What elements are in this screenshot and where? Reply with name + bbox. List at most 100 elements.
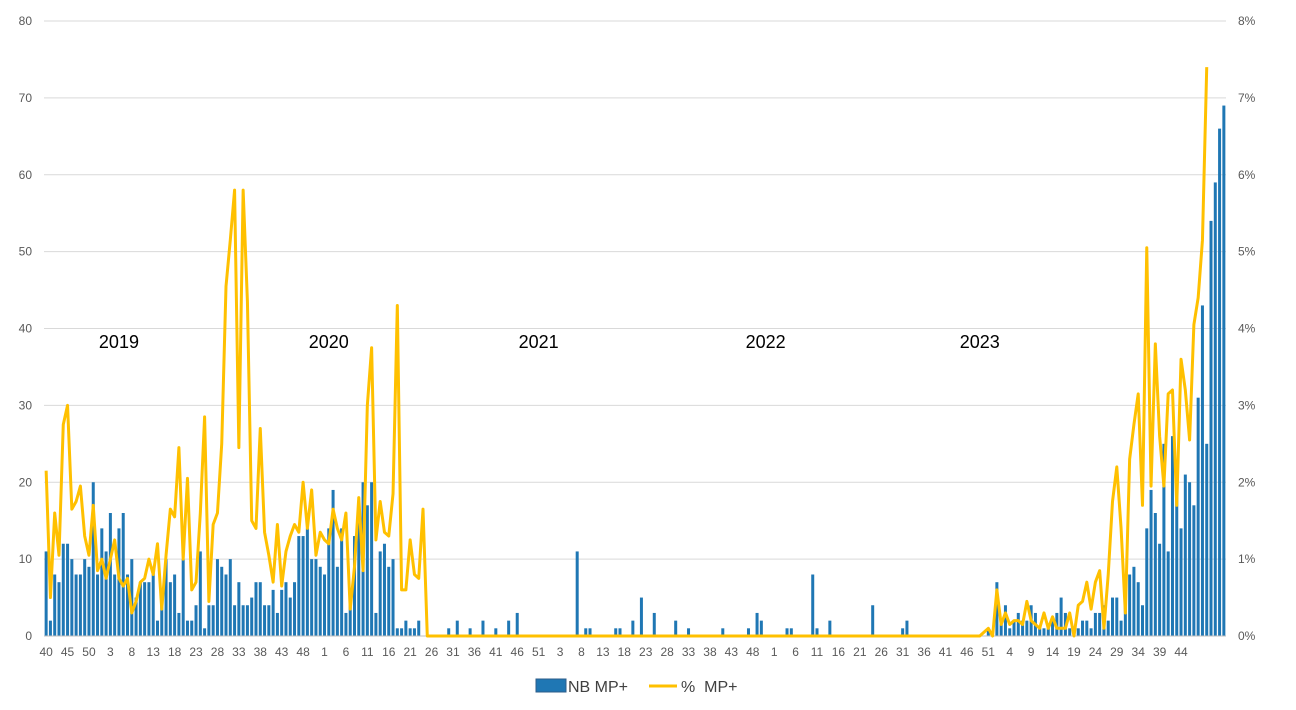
x-tick-label: 24 [1089, 645, 1103, 659]
bar [348, 597, 352, 636]
bar [1158, 543, 1162, 636]
y-axis-left: 0 10 20 30 40 50 60 70 80 [19, 14, 33, 643]
bar [391, 559, 395, 637]
y2-tick-label: 0% [1238, 629, 1256, 643]
year-labels: 2019 2020 2021 2022 2023 [99, 332, 1000, 352]
bar [785, 628, 789, 636]
percent-line [44, 67, 1209, 638]
bar [986, 628, 990, 636]
x-tick-label: 36 [468, 645, 482, 659]
x-tick-label: 29 [1110, 645, 1124, 659]
y2-tick-label: 8% [1238, 14, 1256, 28]
y2-tick-label: 5% [1238, 245, 1256, 259]
bar [1192, 505, 1196, 636]
x-tick-label: 13 [147, 645, 161, 659]
legend: NB MP+ % MP+ [535, 678, 737, 696]
legend-label-line: % MP+ [681, 679, 737, 696]
x-tick-label: 19 [1067, 645, 1081, 659]
x-tick-label: 46 [960, 645, 974, 659]
bar [1093, 612, 1097, 636]
x-tick-label: 11 [811, 645, 824, 659]
x-tick-label: 28 [660, 645, 674, 659]
bar [447, 628, 451, 636]
bar [412, 628, 416, 636]
bar [237, 582, 241, 636]
bar [117, 528, 121, 637]
bar [1128, 574, 1132, 636]
x-tick-label: 6 [792, 645, 799, 659]
year-label: 2020 [309, 332, 349, 352]
x-tick-label: 40 [39, 645, 53, 659]
bar [1162, 443, 1166, 636]
x-tick-label: 51 [982, 645, 996, 659]
y2-tick-label: 1% [1238, 552, 1256, 566]
bar [905, 620, 909, 637]
bar [138, 582, 142, 636]
bar [387, 566, 391, 636]
bar [408, 628, 412, 636]
bar [417, 620, 421, 637]
bar [1222, 105, 1226, 636]
bar [185, 620, 189, 637]
gridlines [44, 20, 1226, 560]
bar [96, 574, 100, 636]
bar [515, 612, 519, 636]
bar [275, 612, 279, 636]
x-tick-label: 18 [618, 645, 632, 659]
bar [66, 543, 70, 636]
bar [305, 528, 309, 637]
x-tick-label: 38 [703, 645, 717, 659]
bar [44, 551, 48, 636]
bar [1106, 620, 1110, 637]
x-tick-label: 3 [107, 645, 114, 659]
x-tick-label: 18 [168, 645, 182, 659]
bar [1115, 597, 1119, 636]
y2-tick-label: 6% [1238, 168, 1256, 182]
bar-series [44, 105, 1226, 637]
bar [254, 582, 258, 636]
bar [78, 574, 82, 636]
bar [344, 612, 348, 636]
bar [340, 528, 344, 637]
x-tick-label: 48 [296, 645, 310, 659]
bar [721, 628, 725, 636]
bar [271, 589, 275, 637]
bar [1046, 628, 1050, 636]
bar [618, 628, 622, 636]
bar [588, 628, 592, 636]
x-tick-label: 43 [725, 645, 739, 659]
bar [1175, 474, 1179, 636]
bar [323, 574, 327, 636]
x-tick-label: 46 [511, 645, 525, 659]
x-tick-label: 13 [596, 645, 610, 659]
bar [267, 605, 271, 636]
x-tick-label: 21 [853, 645, 867, 659]
bar [228, 559, 232, 637]
bar [1188, 482, 1192, 636]
bar [177, 612, 181, 636]
bar [301, 536, 305, 636]
y2-tick-label: 2% [1238, 475, 1256, 489]
bar [1076, 628, 1080, 636]
bar [258, 582, 262, 636]
x-tick-label: 23 [189, 645, 203, 659]
bar [293, 582, 297, 636]
x-tick-label: 23 [639, 645, 653, 659]
bar [1149, 489, 1153, 636]
legend-label-bars: NB MP+ [568, 679, 628, 696]
bar [181, 559, 185, 637]
bar [1205, 443, 1209, 636]
bar [1200, 305, 1204, 636]
bar [284, 582, 288, 636]
legend-swatch-bars [535, 678, 567, 693]
x-tick-label: 38 [254, 645, 268, 659]
bar [455, 620, 459, 637]
x-tick-label: 4 [1006, 645, 1013, 659]
bar [335, 566, 339, 636]
bar [151, 566, 155, 636]
bar [828, 620, 832, 637]
x-tick-label: 16 [382, 645, 396, 659]
x-tick-label: 45 [61, 645, 75, 659]
y2-tick-label: 4% [1238, 322, 1256, 336]
